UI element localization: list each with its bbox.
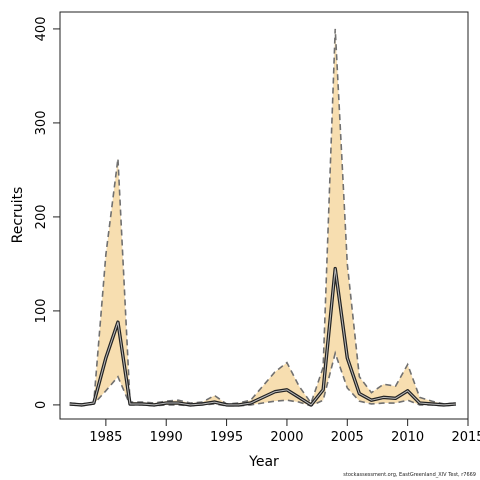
y-tick-label-100: 100 [34,298,49,323]
x-tick-label-1985: 1985 [89,430,122,445]
x-axis: 1985 1990 1995 2000 2005 2010 2015 [89,418,480,445]
footnote: stockassessment.org, EastGreenland_XIV T… [343,472,476,478]
series-line-layer [69,28,457,407]
x-tick-label-2000: 2000 [270,430,303,445]
estimate-line [69,268,456,406]
x-tick-label-2015: 2015 [451,430,480,445]
y-tick-label-200: 200 [34,204,49,229]
y-axis-title: Recruits [10,187,26,244]
y-tick-label-0: 0 [34,401,49,409]
confidence-band-layer [69,28,456,406]
x-tick-label-2005: 2005 [331,430,364,445]
confidence-band [69,28,456,406]
y-tick-label-400: 400 [34,17,49,42]
x-axis-title: Year [248,454,279,470]
y-axis: 0 100 200 300 400 [34,17,61,409]
upper-bound-line [69,28,456,405]
x-tick-label-2010: 2010 [391,430,424,445]
y-tick-label-300: 300 [34,111,49,136]
x-tick-label-1990: 1990 [150,430,183,445]
x-tick-label-1995: 1995 [210,430,243,445]
